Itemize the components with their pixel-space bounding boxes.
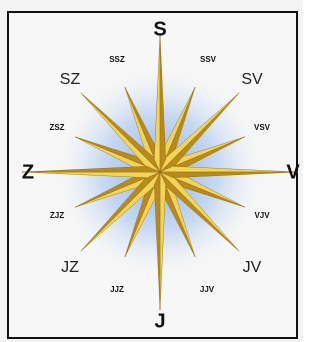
label-ese: VJV: [254, 211, 270, 220]
label-northwest: SZ: [60, 71, 81, 88]
label-sse: JJV: [200, 285, 215, 294]
label-west: Z: [22, 161, 34, 183]
label-wnw: ZSZ: [49, 123, 64, 132]
label-northeast: SV: [241, 71, 263, 88]
label-southwest: JZ: [61, 259, 79, 276]
label-nnw: SSZ: [109, 55, 125, 64]
label-ene: VSV: [254, 123, 271, 132]
label-south: J: [154, 310, 165, 332]
compass-rose: S V J Z SV JV JZ SZ SSV VSV VJV JJV JJZ …: [0, 0, 303, 342]
label-wsw: ZJZ: [50, 211, 64, 220]
label-southeast: JV: [243, 259, 262, 276]
label-ssw: JJZ: [110, 285, 124, 294]
label-east: V: [286, 161, 300, 183]
label-nne: SSV: [200, 55, 217, 64]
label-north: S: [153, 18, 166, 40]
